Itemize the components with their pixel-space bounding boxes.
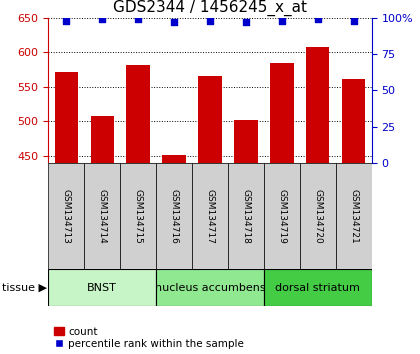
Bar [264, 163, 300, 269]
Text: GSM134716: GSM134716 [170, 188, 178, 244]
Point [278, 18, 285, 23]
Bar [234, 120, 257, 163]
Legend: count, percentile rank within the sample: count, percentile rank within the sample [53, 327, 244, 349]
Point [99, 16, 105, 22]
Text: GSM134714: GSM134714 [98, 189, 107, 243]
Bar [228, 163, 264, 269]
Bar [270, 63, 294, 163]
Bar [342, 79, 365, 163]
Bar [336, 163, 372, 269]
Point [207, 18, 213, 23]
Bar [126, 65, 150, 163]
Bar [156, 163, 192, 269]
Point [315, 16, 321, 22]
Text: tissue ▶: tissue ▶ [2, 282, 47, 293]
Point [350, 18, 357, 23]
Bar [48, 163, 84, 269]
Point [243, 19, 249, 25]
Bar [300, 163, 336, 269]
Title: GDS2344 / 1456245_x_at: GDS2344 / 1456245_x_at [113, 0, 307, 16]
Text: GSM134717: GSM134717 [205, 188, 215, 244]
Bar [91, 116, 114, 163]
Text: GSM134720: GSM134720 [313, 189, 322, 243]
Bar [156, 269, 264, 306]
Text: GSM134715: GSM134715 [134, 188, 143, 244]
Text: GSM134718: GSM134718 [241, 188, 250, 244]
Bar [84, 163, 120, 269]
Bar [264, 269, 372, 306]
Text: dorsal striatum: dorsal striatum [276, 282, 360, 293]
Text: GSM134721: GSM134721 [349, 189, 358, 243]
Text: GSM134713: GSM134713 [62, 188, 71, 244]
Point [135, 16, 142, 22]
Bar [48, 269, 156, 306]
Bar [306, 47, 329, 163]
Text: GSM134719: GSM134719 [277, 188, 286, 244]
Bar [120, 163, 156, 269]
Bar [55, 72, 78, 163]
Point [63, 18, 70, 23]
Text: BNST: BNST [87, 282, 117, 293]
Bar [192, 163, 228, 269]
Bar [198, 76, 222, 163]
Bar [163, 155, 186, 163]
Point [171, 19, 177, 25]
Text: nucleus accumbens: nucleus accumbens [155, 282, 265, 293]
